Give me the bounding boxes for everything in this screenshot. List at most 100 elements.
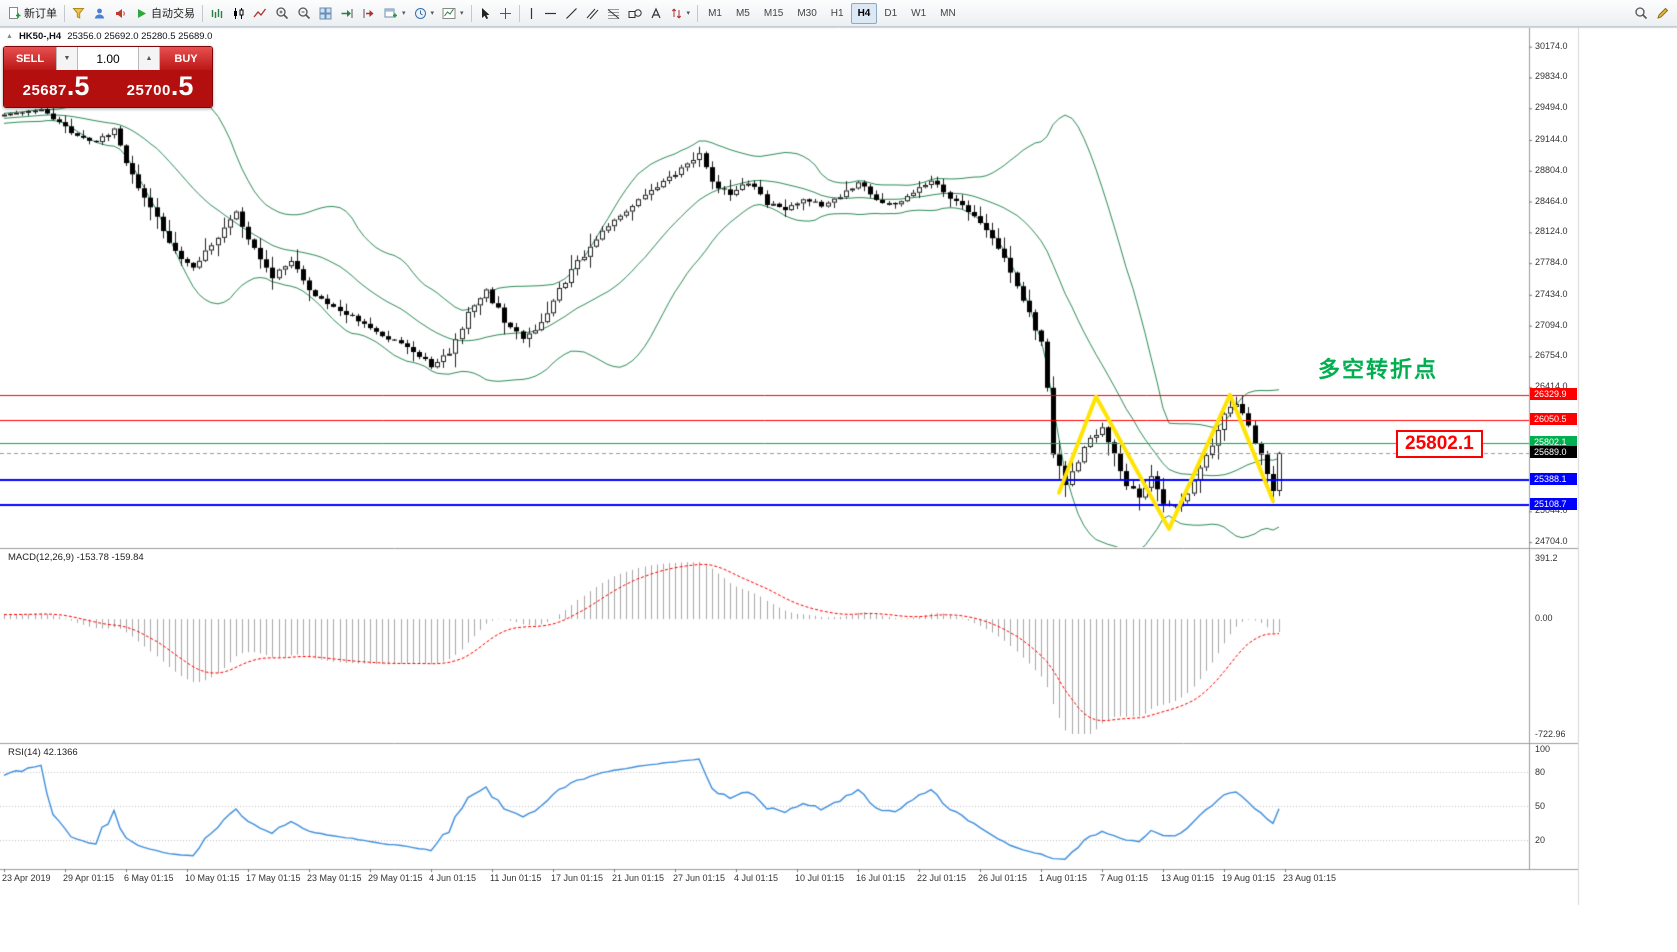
timeframe-button-w1[interactable]: W1 xyxy=(911,7,927,19)
person-icon xyxy=(93,7,106,20)
trade-widget-controls: SELL ▼ 1.00 ▲ BUY xyxy=(4,47,212,70)
chart-title-bar: ▲ HK50-,H4 25356.0 25692.0 25280.5 25689… xyxy=(6,31,212,42)
new-chart-button[interactable]: ▾ xyxy=(380,3,410,24)
community-button[interactable] xyxy=(89,3,110,24)
buy-price[interactable]: 25700 .5 xyxy=(108,70,212,107)
volume-input[interactable]: 1.00 xyxy=(78,47,138,70)
buy-price-int: 25700 xyxy=(126,82,171,99)
auto-scroll-icon xyxy=(340,7,354,20)
zoom-out-button[interactable] xyxy=(293,3,315,24)
trade-widget-prices: 25687 .5 25700 .5 xyxy=(4,70,212,107)
indicators-button[interactable]: ▾ xyxy=(438,3,468,24)
zoom-in-icon xyxy=(275,6,289,20)
grid-icon xyxy=(319,7,332,20)
line-chart-icon xyxy=(253,7,267,20)
horizontal-line-icon xyxy=(544,9,557,18)
dropdown-caret-icon: ▾ xyxy=(430,9,435,17)
metaeditor-button[interactable] xyxy=(68,3,89,24)
arrows-icon xyxy=(670,7,683,20)
dropdown-caret-icon: ▾ xyxy=(460,9,464,17)
chart-shift-button[interactable] xyxy=(358,3,380,24)
macd-indicator-label: MACD(12,26,9) -153.78 -159.84 xyxy=(8,552,144,563)
new-order-icon xyxy=(8,6,21,20)
autotrading-label: 自动交易 xyxy=(151,8,195,20)
timeframe-button-h1[interactable]: H1 xyxy=(830,7,844,19)
auto-scroll-button[interactable] xyxy=(336,3,358,24)
chart-marker-icon: ▲ xyxy=(6,33,13,40)
indicator-chart-icon xyxy=(442,7,456,20)
candlestick-icon xyxy=(232,7,245,20)
autotrading-button[interactable]: 自动交易 xyxy=(131,3,199,24)
chart-shift-icon xyxy=(362,7,376,20)
timeframe-button-m30[interactable]: M30 xyxy=(797,7,817,19)
rsi-indicator-label: RSI(14) 42.1366 xyxy=(8,747,78,758)
pencil-icon xyxy=(1656,7,1669,20)
level-callout-annotation: 25802.1 xyxy=(1396,430,1483,458)
timeframe-button-m1[interactable]: M1 xyxy=(708,7,722,19)
window-plus-icon xyxy=(384,7,398,20)
bar-chart-button[interactable] xyxy=(206,3,228,24)
sell-price[interactable]: 25687 .5 xyxy=(4,70,108,107)
chart-ohlc-values: 25356.0 25692.0 25280.5 25689.0 xyxy=(67,31,213,42)
search-icon xyxy=(1634,6,1648,20)
arrows-tool-button[interactable]: ▾ xyxy=(666,3,695,24)
toolbar-separator xyxy=(64,4,65,22)
buy-button[interactable]: BUY xyxy=(160,47,212,70)
dropdown-caret-icon: ▾ xyxy=(402,9,406,17)
play-icon xyxy=(135,7,148,20)
fibonacci-icon xyxy=(607,7,620,20)
toolbar-separator xyxy=(202,4,203,22)
volume-down-button[interactable]: ▼ xyxy=(56,47,78,70)
zoom-out-icon xyxy=(297,6,311,20)
new-order-button[interactable]: 新订单 xyxy=(4,3,61,24)
timeframe-button-m5[interactable]: M5 xyxy=(735,7,750,19)
megaphone-icon xyxy=(114,7,127,20)
text-tool-button[interactable] xyxy=(646,3,666,24)
fibonacci-button[interactable] xyxy=(603,3,624,24)
dropdown-caret-icon: ▾ xyxy=(686,9,691,17)
line-chart-button[interactable] xyxy=(249,3,271,24)
crosshair-button[interactable] xyxy=(495,3,516,24)
edit-button[interactable] xyxy=(1652,3,1673,24)
channel-button[interactable] xyxy=(582,3,603,24)
horizontal-line-button[interactable] xyxy=(540,3,561,24)
timeframe-button-h4[interactable]: H4 xyxy=(850,2,878,24)
timeframe-button-d1[interactable]: D1 xyxy=(884,7,898,19)
funnel-icon xyxy=(72,7,85,20)
sell-price-int: 25687 xyxy=(22,82,67,99)
timeframe-group: M1 M5 M15 M30 H1 H4 D1 W1 MN xyxy=(701,2,963,24)
new-order-label: 新订单 xyxy=(24,8,57,20)
vertical-line-icon xyxy=(527,7,536,20)
clock-icon xyxy=(414,7,427,20)
shapes-button[interactable] xyxy=(624,3,646,24)
one-click-trading-widget: SELL ▼ 1.00 ▲ BUY 25687 .5 25700 .5 xyxy=(3,46,213,108)
trendline-button[interactable] xyxy=(561,3,582,24)
vertical-line-button[interactable] xyxy=(523,3,540,24)
text-tool-icon xyxy=(650,7,662,20)
toolbar-separator xyxy=(518,4,520,22)
toolbar-separator xyxy=(697,4,699,22)
tile-windows-button[interactable] xyxy=(315,3,336,24)
profiles-button[interactable]: ▾ xyxy=(410,3,439,24)
sell-price-frac: .5 xyxy=(66,71,90,101)
crosshair-icon xyxy=(499,7,512,20)
volume-up-button[interactable]: ▲ xyxy=(138,47,160,70)
cursor-button[interactable] xyxy=(475,3,495,24)
toolbar-right-group xyxy=(1630,3,1673,24)
trendline-icon xyxy=(565,7,578,20)
notifications-button[interactable] xyxy=(110,3,131,24)
channel-icon xyxy=(586,7,599,20)
buy-price-frac: .5 xyxy=(170,71,194,101)
shapes-icon xyxy=(628,7,642,20)
zoom-in-button[interactable] xyxy=(271,3,293,24)
sell-button[interactable]: SELL xyxy=(4,47,56,70)
toolbar-separator xyxy=(470,4,472,22)
bar-chart-icon xyxy=(210,7,224,20)
candlestick-chart-button[interactable] xyxy=(228,3,249,24)
timeframe-button-m15[interactable]: M15 xyxy=(763,7,784,19)
timeframe-button-mn[interactable]: MN xyxy=(940,7,956,19)
cursor-icon xyxy=(479,7,491,20)
search-button[interactable] xyxy=(1630,3,1652,24)
